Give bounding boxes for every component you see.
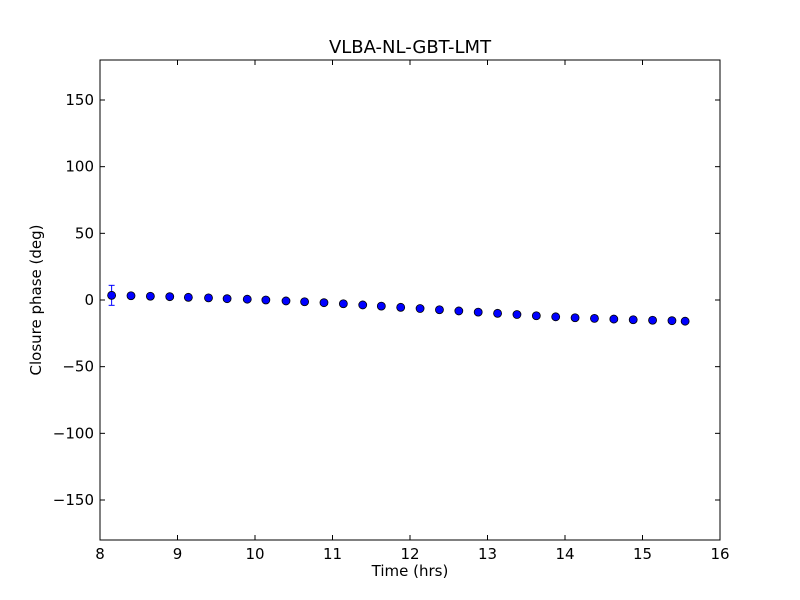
data-point <box>512 310 522 319</box>
data-point <box>183 292 193 302</box>
data-point <box>204 293 213 303</box>
data-point <box>493 308 502 318</box>
data-point <box>165 292 175 302</box>
y-tick-label: 100 <box>65 158 94 176</box>
data-point <box>338 299 348 309</box>
data-point <box>242 294 252 304</box>
x-tick-label: 9 <box>173 545 183 563</box>
data-point <box>551 312 561 322</box>
x-axis-label: Time (hrs) <box>371 562 449 580</box>
data-point <box>609 314 619 324</box>
data-point <box>107 290 117 300</box>
x-tick-label: 16 <box>710 545 729 563</box>
data-point <box>319 298 329 308</box>
data-point <box>454 306 464 316</box>
data-point <box>680 316 690 326</box>
data-point <box>300 297 310 307</box>
data-point <box>590 313 599 323</box>
y-tick-label: 50 <box>75 224 94 242</box>
x-tick-label: 11 <box>323 545 342 563</box>
data-point <box>435 305 444 315</box>
data-point <box>376 301 386 311</box>
data-point <box>222 294 232 304</box>
data-point <box>415 304 425 313</box>
data-point <box>126 291 136 301</box>
data-point <box>281 296 291 306</box>
y-axis-label: Closure phase (deg) <box>27 225 45 376</box>
y-tick-label: 150 <box>65 91 94 109</box>
x-tick-label: 13 <box>478 545 497 563</box>
y-tick-label: −50 <box>62 358 94 376</box>
data-point <box>648 315 657 325</box>
x-tick-label: 12 <box>400 545 419 563</box>
y-tick-label: 0 <box>84 291 94 309</box>
data-point <box>145 291 155 301</box>
data-point <box>396 302 406 312</box>
data-point <box>667 316 677 326</box>
data-point <box>531 311 541 321</box>
x-axis-ticks: 8 9 10 11 12 13 14 15 16 <box>95 60 730 563</box>
plot-frame <box>99 59 721 541</box>
data-points <box>107 290 690 326</box>
x-tick-label: 8 <box>95 545 105 563</box>
data-point <box>261 295 271 305</box>
y-axis-ticks: −150 −100 −50 0 50 100 150 <box>53 91 720 509</box>
x-tick-label: 14 <box>555 545 574 563</box>
y-tick-label: −150 <box>53 491 94 509</box>
x-tick-label: 15 <box>633 545 652 563</box>
y-tick-label: −100 <box>53 424 94 442</box>
data-point <box>358 300 368 310</box>
chart-title: VLBA-NL-GBT-LMT <box>329 37 492 58</box>
data-point <box>570 313 580 323</box>
x-tick-label: 10 <box>245 545 264 563</box>
data-point <box>473 307 483 317</box>
data-point <box>628 315 638 325</box>
